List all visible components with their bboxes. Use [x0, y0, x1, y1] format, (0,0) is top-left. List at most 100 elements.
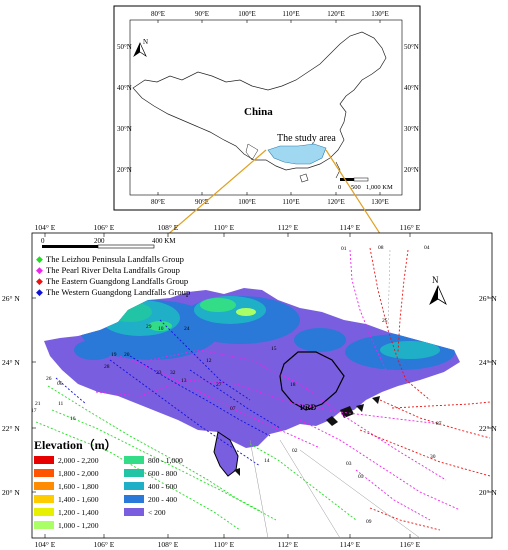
inset-bottom-tick: 130°E — [371, 198, 389, 206]
track-prd — [299, 419, 461, 511]
track-label: 04 — [424, 245, 430, 251]
main-left-tick: 20° N — [2, 488, 20, 497]
inset-bottom-tick: 90°E — [195, 198, 209, 206]
elevation-class-label: 800 - 1,000 — [148, 456, 183, 465]
inset-study-area — [267, 143, 327, 165]
track-label: 21 — [35, 401, 41, 407]
track-guide — [249, 439, 269, 539]
track-label: 20 — [124, 352, 130, 358]
elevation-swatch — [34, 469, 54, 477]
track-labels: 01 08 04 25 21 26 06 11 16 17 19 20 28 2… — [31, 245, 442, 525]
track-label: 06 — [57, 381, 63, 387]
track-label: 29 — [146, 324, 152, 330]
inset-top-tick: 120°E — [327, 10, 345, 18]
elevation-swatch — [124, 456, 144, 464]
elevation-swatch — [34, 521, 54, 529]
track-label: 30 — [430, 454, 436, 460]
track-label: 12 — [206, 358, 212, 364]
prd-boundary — [279, 351, 345, 411]
track-label: 02 — [292, 448, 298, 454]
china-outline — [132, 31, 387, 171]
track-label: 01 — [341, 246, 347, 252]
inset-map: 80°E 90°E 100°E 110°E 120°E 130°E 80°E 9… — [113, 5, 421, 211]
track-prd — [149, 349, 447, 481]
main-top-tick: 110° E — [214, 223, 235, 232]
track-guide — [299, 449, 421, 539]
main-bottom-tick: 114° E — [340, 540, 361, 549]
elevation-swatch — [124, 495, 144, 503]
main-bottom-tick: 116° E — [400, 540, 421, 549]
elevation-class-label: 1,800 - 2,000 — [58, 469, 99, 478]
main-top-tick: 112° E — [278, 223, 299, 232]
main-scale-label: 200 — [94, 237, 105, 245]
track-legend: ◆ The Leizhou Peninsula Landfalls Group … — [36, 254, 190, 297]
inset-right-tick: 30°N — [404, 125, 419, 133]
track-western — [189, 369, 281, 429]
main-right-tick: 24° N — [479, 358, 497, 367]
track-label: 24 — [184, 326, 190, 332]
track-label: 23 — [156, 370, 162, 376]
legend-label-western: The Western Guangdong Landfalls Group — [46, 287, 190, 297]
track-label: 11 — [58, 401, 64, 407]
track-prd — [349, 249, 387, 371]
track-western — [159, 319, 251, 401]
inset-right-tick: 50°N — [404, 43, 419, 51]
leizhou-peninsula — [213, 431, 239, 477]
track-label: 19 — [111, 352, 117, 358]
main-right-tick: 26° N — [479, 294, 497, 303]
track-western — [55, 377, 87, 405]
legend-label-leizhou: The Leizhou Peninsula Landfalls Group — [46, 254, 184, 264]
main-scale-label: 400 KM — [152, 237, 176, 245]
inset-study-area-label: The study area — [277, 133, 336, 144]
main-north-arrow — [429, 285, 447, 306]
track-label: 09 — [366, 519, 372, 525]
legend-label-prd: The Pearl River Delta Landfalls Group — [46, 265, 180, 275]
track-label: 32 — [170, 370, 176, 376]
legend-marker-prd: ◆ — [36, 265, 43, 275]
inset-right-tick: 20°N — [404, 166, 419, 174]
track-label: 15 — [271, 346, 277, 352]
prd-label: PRD — [300, 403, 317, 412]
inset-north-arrow — [133, 42, 147, 57]
elevation-swatch — [124, 482, 144, 490]
taiwan-outline — [335, 161, 341, 179]
inset-bottom-tick: 100°E — [238, 198, 256, 206]
inset-border-detail — [245, 143, 259, 161]
main-bottom-tick: 112° E — [278, 540, 299, 549]
elevation-swatch — [124, 469, 144, 477]
track-label: 14 — [264, 458, 270, 464]
track-guide — [279, 439, 341, 539]
track-label: 13 — [181, 378, 187, 384]
track-label: 28 — [104, 364, 110, 370]
track-label: 16 — [70, 416, 76, 422]
track-label: 10 — [158, 326, 164, 332]
track-eastern — [379, 399, 491, 439]
inset-scale-label: 500 — [351, 184, 361, 191]
elevation-class-label: 2,000 - 2,200 — [58, 456, 99, 465]
inset-map-frame — [129, 19, 403, 196]
track-label: 05 — [358, 474, 364, 480]
hainan-outline — [299, 173, 309, 183]
main-top-tick: 108° E — [158, 223, 179, 232]
elevation-swatch — [34, 482, 54, 490]
track-label: 18 — [290, 382, 296, 388]
inset-scale-bar — [340, 177, 369, 182]
main-right-tick: 22° N — [479, 424, 497, 433]
main-top-tick: 114° E — [340, 223, 361, 232]
main-north-label: N — [432, 275, 439, 285]
elevation-swatch — [34, 508, 54, 516]
track-label: 26 — [46, 376, 52, 382]
elevation-class-label: 1,000 - 1,200 — [58, 521, 99, 530]
main-left-tick: 24° N — [2, 358, 20, 367]
inset-left-tick: 30°N — [117, 125, 132, 133]
track-leizhou — [47, 385, 263, 513]
main-bottom-tick: 106° E — [94, 540, 115, 549]
track-leizhou — [51, 409, 277, 521]
track-leizhou — [35, 421, 241, 531]
inset-left-tick: 20°N — [117, 166, 132, 174]
inset-north-label: N — [143, 38, 148, 46]
elevation-swatch — [34, 495, 54, 503]
main-map: PRD — [2, 223, 497, 549]
main-left-tick: 26° N — [2, 294, 20, 303]
elevation-title: Elevation（m） — [34, 437, 117, 452]
